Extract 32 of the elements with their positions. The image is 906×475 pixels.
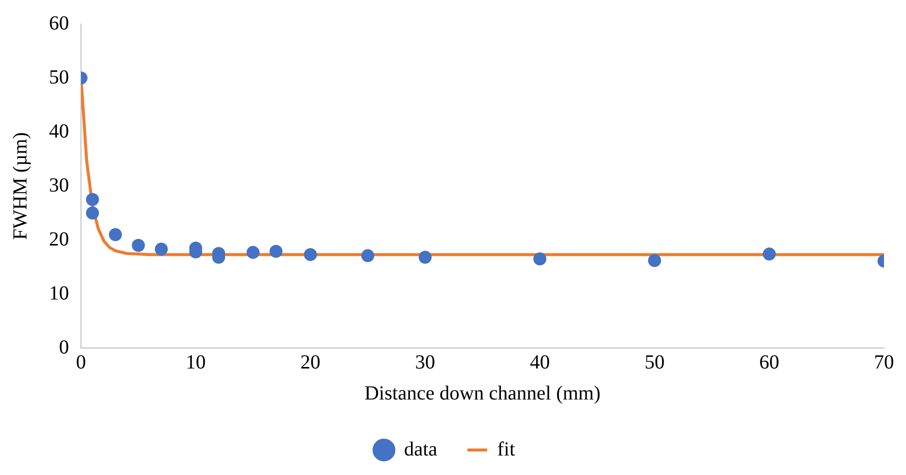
point	[86, 206, 99, 220]
point	[361, 249, 374, 262]
point	[132, 238, 145, 252]
point	[154, 242, 168, 256]
point	[304, 248, 317, 262]
x-tick-label: 70	[874, 351, 894, 374]
y-tick-label: 20	[49, 228, 69, 250]
legend-label: fit	[497, 438, 516, 460]
point	[648, 254, 662, 268]
x-tick-label: 10	[186, 351, 206, 374]
y-axis-title: FWHM (µm)	[9, 132, 32, 240]
point	[108, 228, 122, 242]
point	[86, 193, 99, 206]
point	[533, 252, 546, 266]
y-tick-label: 60	[49, 12, 69, 34]
y-tick-label: 30	[49, 174, 69, 196]
y-tick-label: 0	[59, 336, 69, 358]
x-tick-label: 50	[644, 351, 665, 374]
x-tick-label: 30	[415, 351, 436, 374]
y-tick-label: 50	[49, 66, 69, 88]
legend-label: data	[404, 438, 438, 460]
point	[246, 246, 260, 259]
point	[418, 250, 432, 264]
x-tick-label: 60	[759, 351, 780, 374]
x-tick-label: 0	[76, 351, 86, 374]
point	[762, 248, 776, 261]
x-axis-title: Distance down channel (mm)	[364, 382, 601, 404]
y-tick-label: 40	[49, 120, 69, 142]
y-tick-label: 10	[49, 282, 69, 304]
x-tick-label: 40	[530, 351, 550, 374]
x-tick-label: 20	[300, 351, 320, 374]
point	[270, 244, 283, 258]
